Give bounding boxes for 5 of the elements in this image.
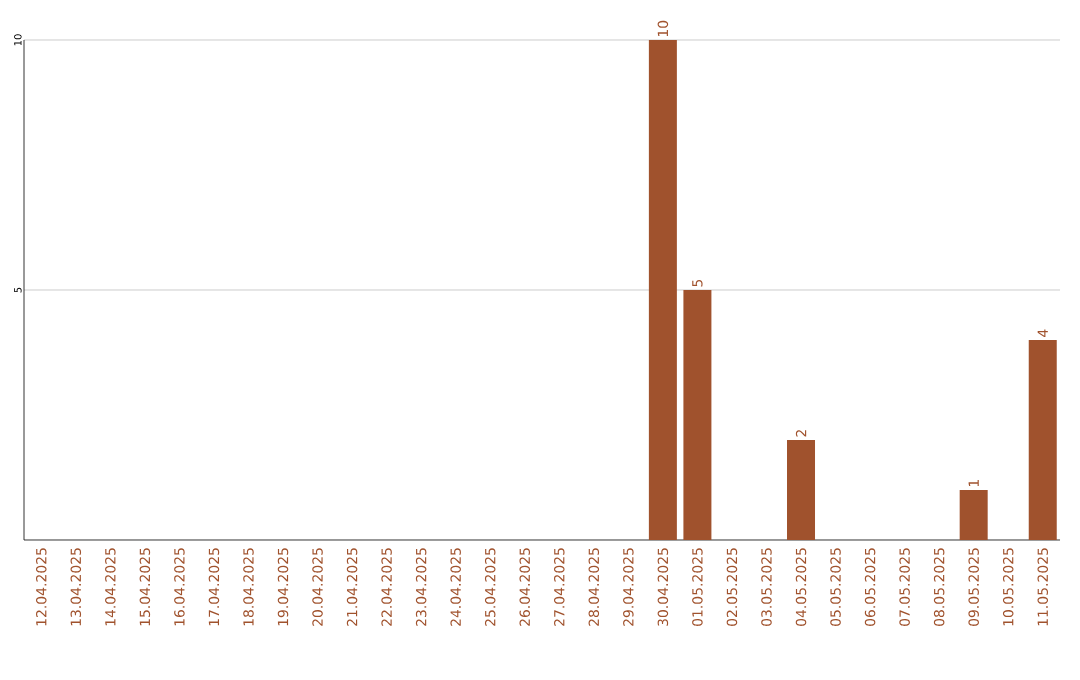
bar: [1028, 339, 1057, 540]
bar: [959, 490, 988, 540]
bar: [787, 440, 816, 540]
bar: [648, 39, 677, 540]
bar: [683, 289, 712, 540]
